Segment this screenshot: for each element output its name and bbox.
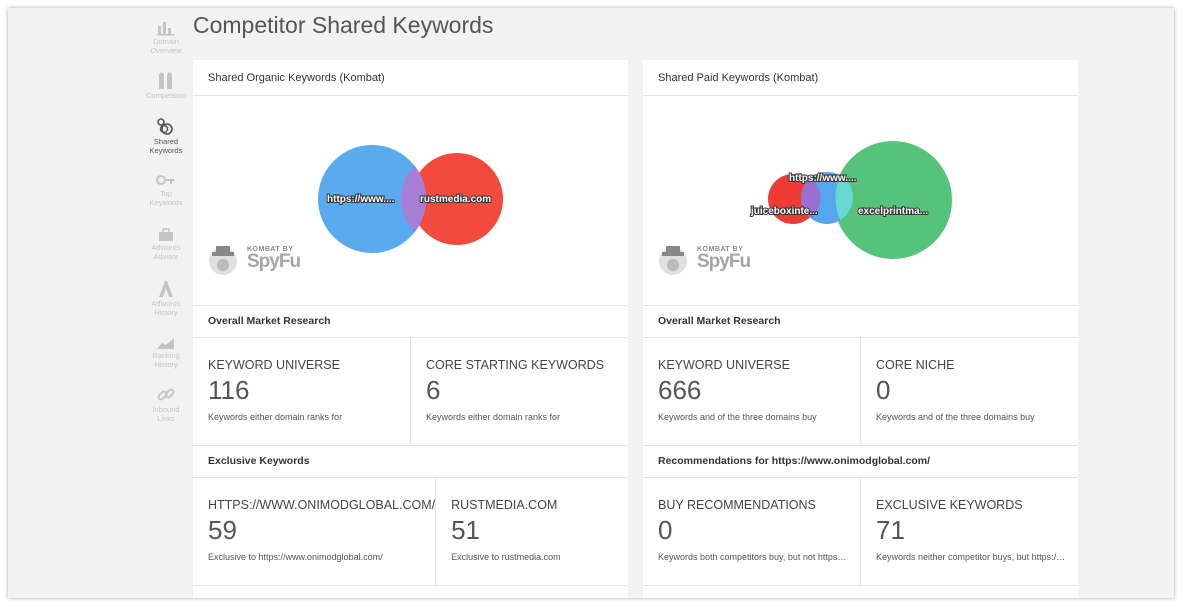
app-frame: Domain Overview Competition Shared Keywo… [8,8,1174,598]
stat-label: CORE NICHE [876,358,955,372]
sidebar-item-label: Keywords [149,146,183,155]
stat-keyword-universe[interactable]: KEYWORD UNIVERSE 666 Keywords and of the… [643,338,860,445]
sidebar-item-label: Competition [145,91,187,100]
key-icon [156,175,174,185]
section-title: Overall Market Research [193,306,628,338]
stats-row: HTTPS://WWW.ONIMODGLOBAL.COM/ 59 Exclusi… [193,478,628,586]
section-title: Exclusive Keywords [193,446,628,478]
stat-desc: Exclusive to https://www.onimodglobal.co… [208,552,383,562]
shared-keywords-icon [157,118,173,135]
sidebar-item-label: Keywords [149,198,183,207]
venn-circle-domain-2 [411,153,503,245]
spy-mascot-icon [659,246,687,275]
sidebar-item-competition[interactable]: Competition [130,72,202,100]
venn-overlap [400,166,427,232]
stat-exclusive-domain-1[interactable]: HTTPS://WWW.ONIMODGLOBAL.COM/ 59 Exclusi… [193,478,435,585]
page-title: Competitor Shared Keywords [193,12,494,38]
sidebar-item-label: Top [159,189,173,198]
stat-keyword-universe[interactable]: KEYWORD UNIVERSE 116 Keywords either dom… [193,338,410,445]
stats-row: KEYWORD UNIVERSE 666 Keywords and of the… [643,338,1078,446]
stat-core-niche[interactable]: CORE NICHE 0 Keywords and of the three d… [860,338,1078,445]
venn-label: juiceboxinte... [750,206,818,217]
sidebar-item-label: Inbound [152,405,180,414]
stat-desc: Exclusive to rustmedia.com [451,552,561,562]
stat-desc: Keywords neither competitor buys, but ht… [876,552,1078,562]
stat-desc: Keywords and of the three domains buy [658,412,817,422]
stat-exclusive-keywords[interactable]: EXCLUSIVE KEYWORDS 71 Keywords neither c… [860,478,1078,585]
venn-overlap-2-3 [835,175,853,220]
adwords-icon [159,281,173,297]
stat-value: 0 [876,375,891,405]
stat-label: RUSTMEDIA.COM [451,498,558,512]
sidebar-item-domain-overview[interactable]: Domain Overview [130,20,202,55]
stat-label: KEYWORD UNIVERSE [658,358,790,372]
stat-desc: Keywords either domain ranks for [208,412,343,422]
bar-chart-icon [157,22,174,36]
stats-row: BUY RECOMMENDATIONS 0 Keywords both comp… [643,478,1078,586]
organic-keywords-panel: Shared Organic Keywords (Kombat) https:/… [193,60,628,598]
stat-value: 6 [426,375,441,405]
sidebar-item-label: Adwords [151,243,181,252]
stat-core-starting-keywords[interactable]: CORE STARTING KEYWORDS 6 Keywords either… [410,338,628,445]
stat-desc: Keywords both competitors buy, but not h… [658,552,860,562]
section-title: Recommendations for https://www.onimodgl… [643,446,1078,478]
sidebar-item-label: Domain [153,37,179,46]
logo-small-text: KOMBAT BY [247,246,294,253]
stat-value: 666 [658,375,702,405]
sidebar-item-label: History [154,360,178,369]
sidebar-item-adwords-history[interactable]: Adwords History [130,280,202,317]
sidebar: Domain Overview Competition Shared Keywo… [130,8,202,598]
stat-value: 51 [451,515,481,545]
stats-row: KEYWORD UNIVERSE 116 Keywords either dom… [193,338,628,446]
venn-label: https://www.... [327,194,395,205]
sidebar-item-label: Advisor [153,252,179,261]
stat-label: HTTPS://WWW.ONIMODGLOBAL.COM/ [208,498,436,512]
venn-label: excelprintma... [858,206,928,217]
logo-small-text: KOMBAT BY [697,246,744,253]
briefcase-icon [159,228,173,241]
venn-circle-domain-1 [318,145,426,253]
panel-header: Shared Paid Keywords (Kombat) [643,60,1078,96]
venn-diagram: https://www.... rustmedia.com KOMBAT BY … [193,96,628,306]
venn-diagram: https://www.... juiceboxinte... excelpri… [643,96,1078,306]
sidebar-item-inbound-links[interactable]: Inbound Links [130,386,202,423]
sidebar-item-label: Adwords [151,299,181,308]
sidebar-item-ranking-history[interactable]: Ranking History [130,336,202,369]
stat-label: CORE STARTING KEYWORDS [426,358,605,372]
link-icon [157,388,175,401]
venn-label: rustmedia.com [420,194,491,205]
ranking-chart-icon [157,338,174,349]
stat-label: BUY RECOMMENDATIONS [658,498,816,512]
section-title: Overall Market Research [643,306,1078,338]
sidebar-item-shared-keywords[interactable]: Shared Keywords [130,118,202,155]
sidebar-item-label: Links [157,414,175,423]
stat-value: 71 [876,515,905,545]
logo-big-text: SpyFu [697,251,751,272]
panel-header: Shared Organic Keywords (Kombat) [193,60,628,96]
stat-label: KEYWORD UNIVERSE [208,358,340,372]
venn-svg: https://www.... rustmedia.com [318,145,503,253]
sidebar-item-adwords-advisor[interactable]: Adwords Advisor [130,228,202,261]
stat-label: EXCLUSIVE KEYWORDS [876,498,1023,512]
competition-icon [159,72,172,89]
logo-big-text: SpyFu [247,251,301,272]
venn-svg: https://www.... juiceboxinte... excelpri… [749,141,952,259]
stat-value: 116 [208,375,250,405]
sidebar-item-label: Overview [150,46,182,55]
sidebar-item-label: Shared [153,137,179,146]
venn-label: https://www.... [789,173,857,184]
stat-value: 59 [208,515,237,545]
venn-overlap-1-2 [801,178,821,218]
sidebar-item-label: Ranking [152,351,180,360]
sidebar-item-top-keywords[interactable]: Top Keywords [130,174,202,207]
paid-keywords-panel: Shared Paid Keywords (Kombat) https://ww… [643,60,1078,598]
stat-desc: Keywords either domain ranks for [426,412,561,422]
stat-desc: Keywords and of the three domains buy [876,412,1035,422]
stat-buy-recommendations[interactable]: BUY RECOMMENDATIONS 0 Keywords both comp… [643,478,860,585]
stat-value: 0 [658,515,673,545]
stat-exclusive-domain-2[interactable]: RUSTMEDIA.COM 51 Exclusive to rustmedia.… [435,478,628,585]
venn-circle-domain-3 [834,141,952,259]
sidebar-item-label: History [154,308,178,317]
spy-mascot-icon [209,246,237,275]
